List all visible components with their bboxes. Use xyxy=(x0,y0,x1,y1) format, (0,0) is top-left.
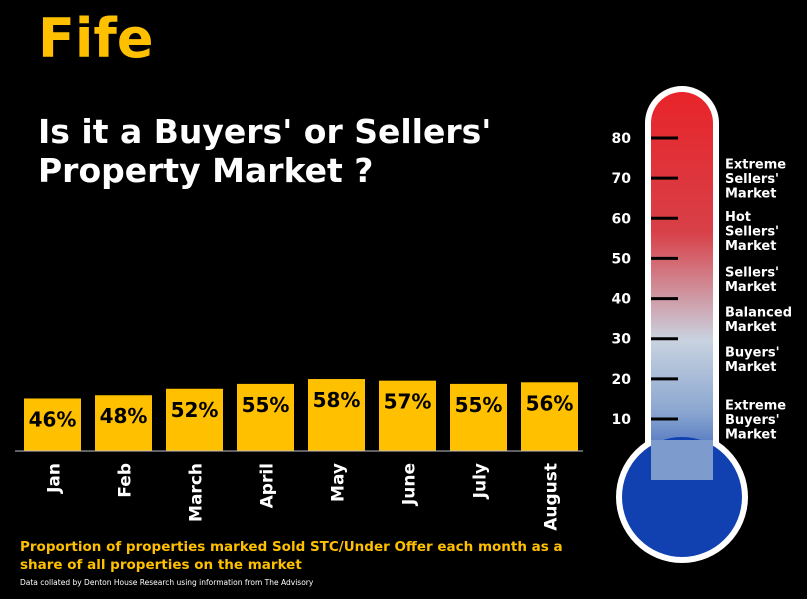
bar-value-label: 56% xyxy=(526,391,574,415)
bar xyxy=(237,383,294,451)
scale-label: 30 xyxy=(612,332,632,348)
zone-label-line: Sellers' xyxy=(725,224,779,239)
thermometer-joint xyxy=(651,440,713,480)
bar xyxy=(24,398,81,451)
thermometer-scale: 80 70 60 50 40 30 20 10 xyxy=(612,131,678,428)
scale-label: 70 xyxy=(612,171,632,187)
thermometer xyxy=(616,86,748,563)
scale-label: 10 xyxy=(612,412,632,428)
bar-value-label: 46% xyxy=(29,407,77,431)
zone-label: Balanced Market xyxy=(725,305,792,335)
category-label: March xyxy=(187,463,207,522)
zone-label: Extreme Buyers' Market xyxy=(725,399,786,443)
zone-label-line: Sellers' xyxy=(725,265,779,280)
zone-label-line: Market xyxy=(725,280,776,295)
category-label: August xyxy=(542,463,562,531)
category-label: Feb xyxy=(116,463,136,498)
scale-label: 60 xyxy=(612,211,632,227)
bar xyxy=(166,388,223,451)
caption-line-1: Proportion of properties marked Sold STC… xyxy=(20,539,563,555)
bar xyxy=(308,379,365,451)
headline-line-1: Is it a Buyers' or Sellers' xyxy=(38,112,492,151)
bar xyxy=(521,382,578,451)
category-label: July xyxy=(471,463,491,499)
zone-label: Extreme Sellers' Market xyxy=(725,158,786,202)
zone-label-line: Extreme xyxy=(725,158,786,173)
zone-label-line: Market xyxy=(725,320,776,335)
bar xyxy=(379,380,436,451)
bar-chart: 46% Jan 48% Feb 52% March 55% April 58% May 57% Jun… xyxy=(24,379,578,531)
category-label: June xyxy=(400,463,420,506)
zone-label: Hot Sellers' Market xyxy=(725,210,779,254)
region-title: Fife xyxy=(38,7,154,70)
scale-label: 50 xyxy=(612,251,632,267)
zone-label-line: Buyers' xyxy=(725,413,780,428)
bar-value-label: 48% xyxy=(100,404,148,428)
headline-line-2: Property Market ? xyxy=(38,151,374,190)
zone-label-line: Market xyxy=(725,187,776,202)
caption-line-2: share of all properties on the market xyxy=(20,557,302,573)
bar xyxy=(450,383,507,451)
bar-value-label: 52% xyxy=(171,398,219,422)
zone-label-line: Buyers' xyxy=(725,346,780,361)
zone-label-line: Hot xyxy=(725,210,751,225)
scale-label: 40 xyxy=(612,292,632,308)
zone-label-line: Sellers' xyxy=(725,172,779,187)
bar-value-label: 58% xyxy=(313,388,361,412)
category-label: Jan xyxy=(45,463,65,494)
category-label: April xyxy=(258,463,278,508)
category-label: May xyxy=(329,463,349,502)
thermometer-tube xyxy=(651,92,713,492)
zone-label-line: Balanced xyxy=(725,305,792,320)
bar-value-label: 57% xyxy=(384,390,432,414)
zone-label-line: Market xyxy=(725,239,776,254)
scale-label: 80 xyxy=(612,131,632,147)
source-note: Data collated by Denton House Research u… xyxy=(20,578,314,587)
headline: Is it a Buyers' or Sellers' Property Mar… xyxy=(38,112,558,190)
zone-label-line: Market xyxy=(725,428,776,443)
bar-value-label: 55% xyxy=(242,393,290,417)
chart-caption: Proportion of properties marked Sold STC… xyxy=(20,538,610,574)
bar xyxy=(95,395,152,451)
zone-label: Sellers' Market xyxy=(725,265,779,295)
bar-value-label: 55% xyxy=(455,393,503,417)
zone-label-line: Market xyxy=(725,360,776,375)
scale-label: 20 xyxy=(612,372,632,388)
zone-label: Buyers' Market xyxy=(725,346,780,376)
zone-label-line: Extreme xyxy=(725,399,786,414)
